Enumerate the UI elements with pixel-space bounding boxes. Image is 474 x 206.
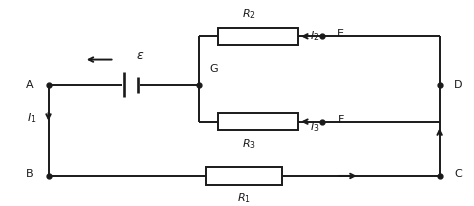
Text: B: B [26, 169, 34, 179]
Text: D: D [454, 80, 463, 90]
Text: $R_2$: $R_2$ [242, 7, 255, 21]
Bar [218, 113, 298, 130]
Text: E: E [337, 29, 344, 39]
Text: $R_1$: $R_1$ [237, 191, 251, 205]
Text: A: A [26, 80, 34, 90]
Text: $R_3$: $R_3$ [242, 137, 256, 151]
Text: $\varepsilon$: $\varepsilon$ [136, 49, 145, 62]
Text: $I_3$: $I_3$ [310, 121, 319, 134]
Text: $I_2$: $I_2$ [310, 29, 319, 43]
Text: $I_1$: $I_1$ [27, 111, 37, 125]
Text: C: C [455, 169, 462, 179]
Text: F: F [337, 115, 344, 125]
Bar [218, 28, 298, 45]
Text: G: G [209, 64, 218, 74]
Bar [206, 167, 282, 185]
